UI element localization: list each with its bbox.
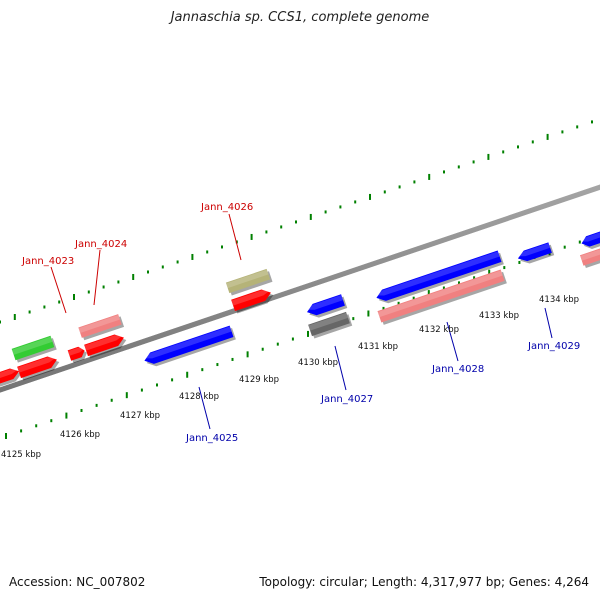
feature-fwd-pseudo-1: [78, 314, 125, 341]
leader-line: [50, 266, 67, 314]
feature-rev-pseudo-2: [579, 246, 600, 269]
feature-rev-cds-4: [517, 242, 555, 264]
feature-rev-pseudo-1: [377, 269, 507, 325]
scale-label: 4126 kbp: [60, 430, 100, 440]
backbone: [0, 184, 600, 393]
leader-line: [228, 213, 242, 261]
gene-label-jann_4024: Jann_4024: [74, 239, 127, 250]
genome-summary-text: Topology: circular; Length: 4,317,977 bp…: [259, 575, 589, 589]
gene-label-jann_4025: Jann_4025: [185, 433, 238, 444]
accession-text: Accession: NC_007802: [9, 575, 146, 589]
leader-line: [544, 307, 553, 339]
scale-label: 4125 kbp: [1, 450, 41, 460]
feature-fwd-rna: [11, 335, 57, 363]
scale-label: 4128 kbp: [179, 392, 219, 402]
scale-label: 4127 kbp: [120, 411, 160, 421]
feature-fwd-cds-5: [231, 289, 274, 314]
feature-fwd-cds-3: [67, 346, 87, 364]
gene-label-jann_4029: Jann_4029: [527, 341, 580, 352]
feature-fwd-cds-4: [84, 334, 127, 359]
leader-line: [198, 386, 211, 430]
scale-label: 4131 kbp: [358, 342, 398, 352]
leader-line: [93, 249, 101, 306]
scale-label: 4129 kbp: [239, 375, 279, 385]
feature-track: [0, 231, 600, 389]
feature-rev-cds-5: [580, 231, 600, 249]
gene-label-jann_4028: Jann_4028: [431, 364, 484, 375]
feature-rev-other: [308, 311, 353, 339]
feature-fwd-other: [225, 268, 273, 296]
feature-fwd-cds-1: [0, 368, 22, 389]
gene-label-jann_4027: Jann_4027: [320, 394, 373, 405]
scale-label: 4130 kbp: [298, 358, 338, 368]
scale-labels: 4125 kbp 4126 kbp 4127 kbp 4128 kbp 4129 kbp…: [1, 295, 579, 460]
scale-label: 4132 kbp: [419, 325, 459, 335]
label-leaders: [50, 213, 553, 430]
feature-rev-cds-2: [306, 294, 348, 318]
gene-label-jann_4023: Jann_4023: [21, 256, 74, 267]
leader-line: [334, 345, 347, 391]
scale-label: 4133 kbp: [479, 311, 519, 321]
leader-line: [446, 321, 459, 362]
feature-rev-cds-3: [375, 250, 504, 304]
feature-rev-cds-1: [143, 325, 236, 367]
gene-label-jann_4026: Jann_4026: [200, 202, 253, 213]
figure-title: Jannaschia sp. CCS1, complete genome: [170, 10, 430, 25]
feature-fwd-cds-2: [17, 356, 60, 381]
scale-label: 4134 kbp: [539, 295, 579, 305]
